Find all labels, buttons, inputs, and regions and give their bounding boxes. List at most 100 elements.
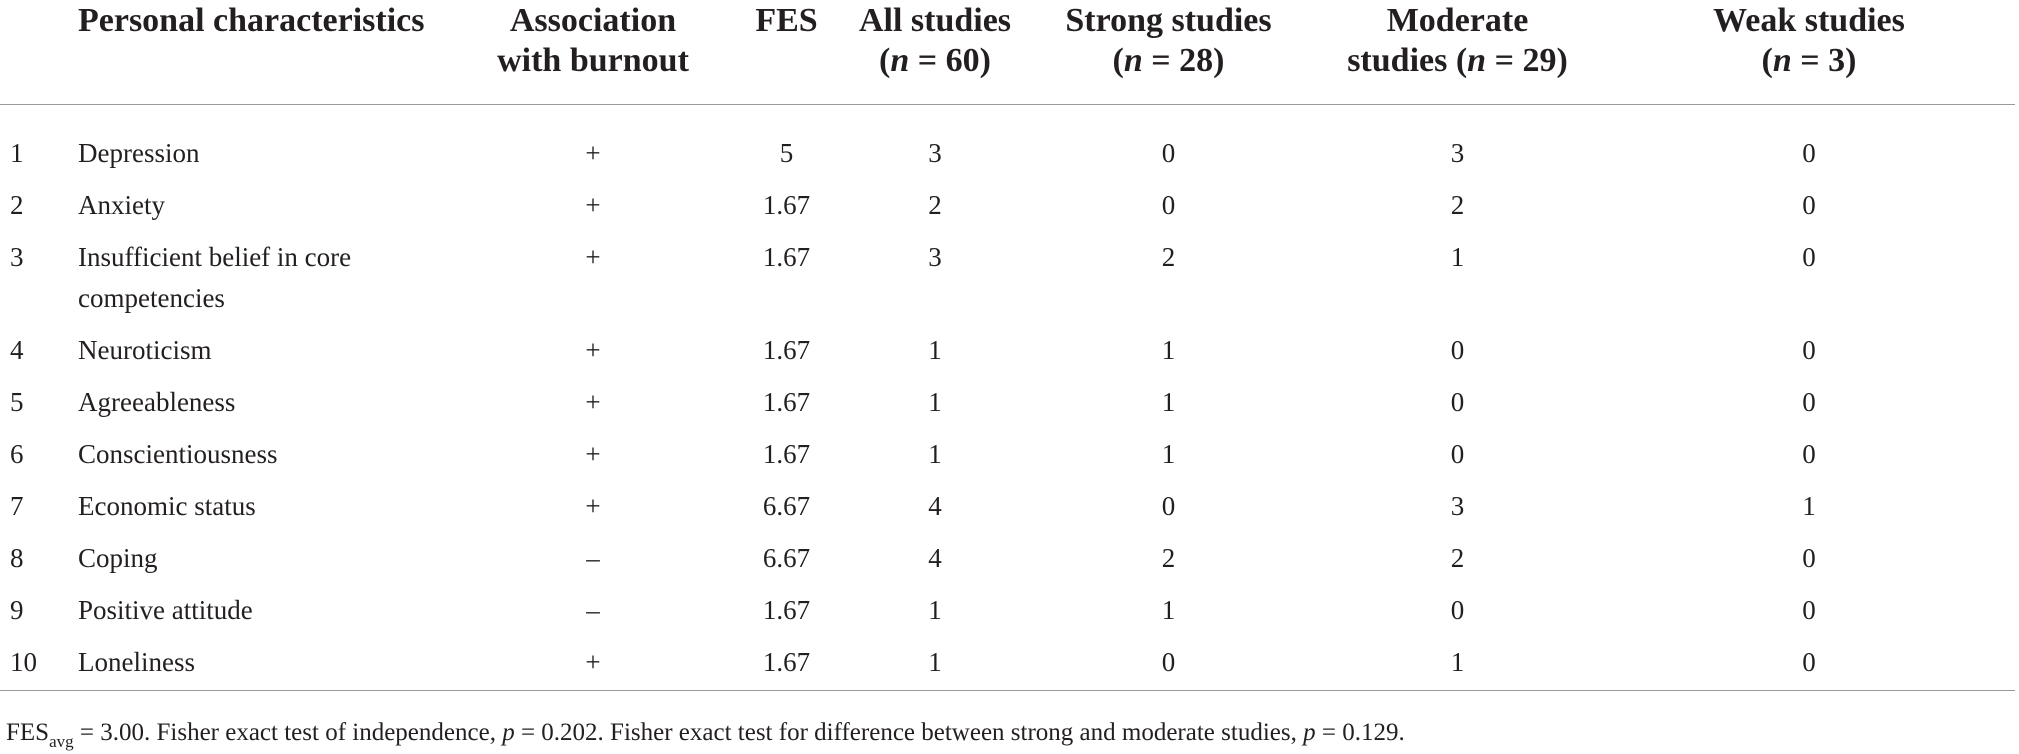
table-row: 6 Conscientiousness + 1.67 1 1 0 0: [0, 434, 2015, 486]
row-characteristic: Coping: [78, 542, 158, 573]
table-row: 1 Depression + 5 3 0 3 0: [0, 104, 2015, 185]
table-row: 10 Loneliness + 1.67 1 0 1 0: [0, 641, 2015, 691]
row-fes: 6.67: [762, 490, 811, 521]
row-strong-studies: 0: [1161, 137, 1176, 168]
row-strong-studies: 1: [1161, 386, 1176, 417]
header-all-studies: All studies (n = 60): [845, 0, 1025, 105]
row-characteristic: Economic status: [78, 490, 256, 521]
row-characteristic: Depression: [78, 137, 200, 168]
row-all-studies: 4: [928, 542, 942, 573]
row-moderate-studies: 2: [1450, 542, 1465, 573]
footnote-fes-subscript: avg: [49, 732, 74, 751]
header-association-line2: with burnout: [497, 42, 689, 79]
header-personal-characteristics-label: Personal characteristics: [78, 2, 425, 39]
header-moderate-studies-line1: Moderate: [1386, 2, 1529, 39]
row-moderate-studies: 3: [1450, 490, 1465, 521]
n-value: = 60): [909, 42, 991, 79]
row-characteristic: Anxiety: [78, 189, 165, 220]
row-fes: 1.67: [762, 594, 811, 625]
row-strong-studies: 1: [1161, 438, 1176, 469]
row-association: +: [585, 386, 601, 417]
table-row: 4 Neuroticism + 1.67 1 1 0 0: [0, 330, 2015, 382]
moderate-prefix: studies (: [1347, 42, 1468, 79]
row-strong-studies: 0: [1025, 641, 1312, 691]
row-association: +: [585, 137, 601, 168]
row-characteristic: Conscientiousness: [78, 438, 278, 469]
row-strong-studies: 2: [1161, 241, 1176, 272]
header-personal-characteristics: Personal characteristics: [78, 0, 458, 105]
header-fes-label: FES: [755, 2, 818, 39]
row-association: +: [585, 189, 601, 220]
footnote-p-symbol: p: [502, 719, 515, 746]
row-characteristic: Positive attitude: [78, 594, 253, 625]
row-weak-studies: 0: [1802, 386, 1816, 417]
row-fes: 1.67: [762, 438, 811, 469]
table-row: 3 Insufficient belief in core competenci…: [0, 237, 2015, 330]
row-association: +: [585, 241, 601, 272]
row-weak-studies: 0: [1802, 438, 1816, 469]
row-strong-studies: 2: [1161, 542, 1176, 573]
n-value: = 3): [1791, 42, 1857, 79]
row-weak-studies: 0: [1802, 137, 1816, 168]
row-number: 7: [10, 490, 24, 521]
footnote-p-symbol: p: [1303, 719, 1316, 746]
row-fes: 6.67: [762, 542, 811, 573]
row-all-studies: 1: [928, 438, 942, 469]
row-number: 6: [10, 438, 24, 469]
row-weak-studies: 0: [1802, 241, 1816, 272]
row-characteristic: Neuroticism: [78, 334, 212, 365]
n-value: = 28): [1142, 42, 1225, 79]
row-number: 3: [10, 241, 24, 272]
header-weak-studies-n: (n = 3): [1603, 41, 2015, 81]
row-association: +: [458, 641, 728, 691]
row-number: 8: [10, 542, 24, 573]
row-characteristic: Agreeableness: [78, 386, 236, 417]
open-paren: (: [1112, 42, 1124, 79]
header-weak-studies: Weak studies (n = 3): [1603, 0, 2015, 105]
row-fes: 1.67: [762, 334, 811, 365]
header-moderate-studies: Moderate studies (n = 29): [1312, 0, 1603, 105]
row-number: 2: [10, 189, 24, 220]
header-fes: FES: [728, 0, 845, 105]
row-moderate-studies: 0: [1450, 386, 1465, 417]
row-moderate-studies: 0: [1450, 438, 1465, 469]
table-row: 8 Coping – 6.67 4 2 2 0: [0, 538, 2015, 590]
row-all-studies: 3: [928, 241, 942, 272]
row-characteristic: Loneliness: [78, 641, 458, 691]
n-symbol: n: [1123, 42, 1143, 79]
n-symbol: n: [1467, 42, 1487, 79]
header-association: Association with burnout: [458, 0, 728, 105]
row-all-studies: 2: [928, 189, 942, 220]
row-weak-studies: 1: [1802, 490, 1816, 521]
row-moderate-studies: 2: [1450, 189, 1465, 220]
row-moderate-studies: 0: [1450, 594, 1465, 625]
row-all-studies: 1: [928, 386, 942, 417]
row-strong-studies: 0: [1161, 189, 1176, 220]
header-weak-studies-line1: Weak studies: [1713, 2, 1905, 39]
n-value: = 29): [1486, 42, 1568, 79]
row-fes: 1.67: [728, 641, 845, 691]
header-strong-studies: Strong studies (n = 28): [1025, 0, 1312, 105]
row-all-studies: 1: [928, 334, 942, 365]
n-symbol: n: [890, 42, 910, 79]
table-body: 1 Depression + 5 3 0 3 0 2 Anxiety + 1.6…: [0, 104, 2015, 691]
row-association: –: [586, 542, 600, 573]
header-row: Personal characteristics Association wit…: [0, 0, 2015, 105]
row-fes: 1.67: [762, 386, 811, 417]
results-table: Personal characteristics Association wit…: [0, 0, 2015, 691]
row-weak-studies: 0: [1603, 641, 2015, 691]
row-association: +: [585, 490, 601, 521]
table-row: 5 Agreeableness + 1.67 1 1 0 0: [0, 382, 2015, 434]
row-all-studies: 3: [928, 137, 942, 168]
row-moderate-studies: 3: [1450, 137, 1465, 168]
footnote-text-1: = 3.00. Fisher exact test of independenc…: [73, 719, 503, 746]
row-number: 9: [10, 594, 24, 625]
header-all-studies-n: (n = 60): [845, 41, 1025, 81]
row-fes: 1.67: [762, 189, 811, 220]
row-association: –: [586, 594, 600, 625]
row-moderate-studies: 1: [1312, 641, 1603, 691]
row-all-studies: 1: [928, 594, 942, 625]
row-weak-studies: 0: [1802, 189, 1816, 220]
header-number: [0, 0, 78, 105]
